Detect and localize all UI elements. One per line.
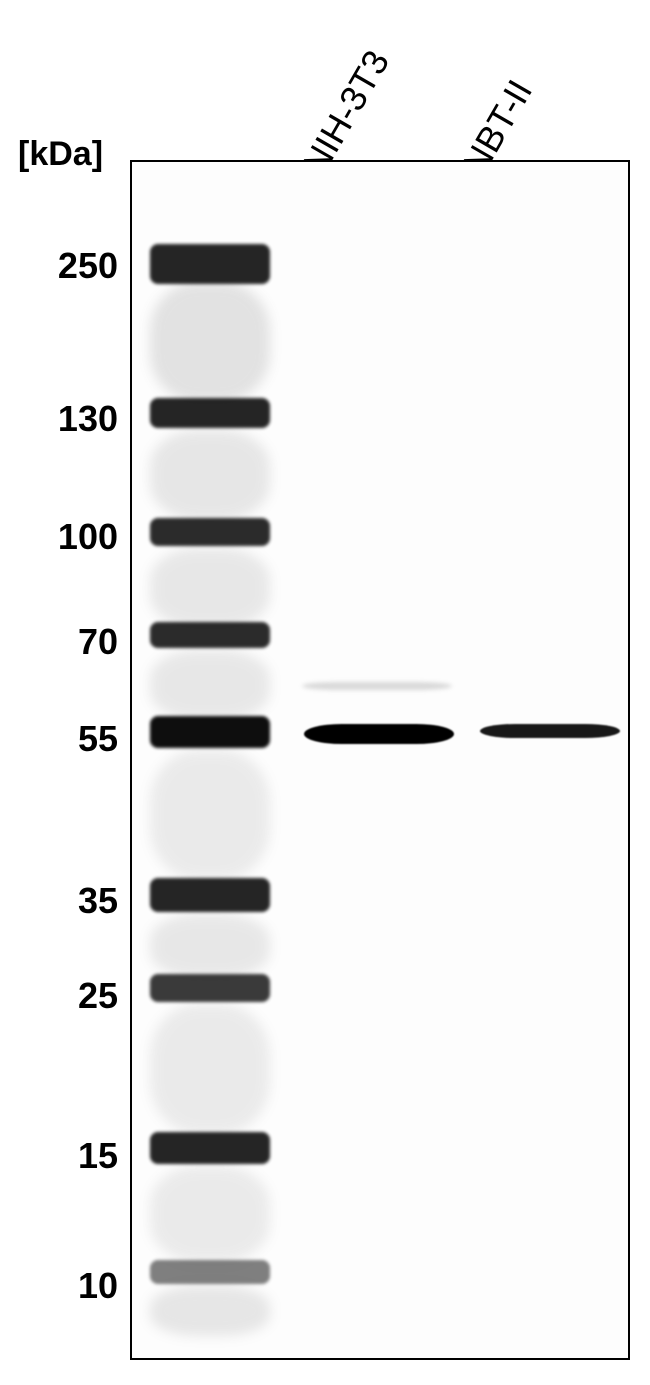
ladder-smear [150,650,270,720]
ladder-smear [150,914,270,978]
ladder-smear [150,548,270,628]
marker-label: 70 [0,621,118,663]
marker-label: 10 [0,1265,118,1307]
faint-band [302,682,452,690]
ladder-band [150,518,270,546]
ladder-band [150,974,270,1002]
sample-band [480,724,620,738]
marker-label: 15 [0,1135,118,1177]
ladder-band [150,1132,270,1164]
ladder-band [150,878,270,912]
ladder-smear [150,430,270,520]
ladder-smear [150,750,270,880]
sample-band [304,724,454,744]
ladder-band [150,398,270,428]
ladder-smear [150,1004,270,1134]
blot-figure: [kDa] NIH-3T3NBT-II 25013010070553525151… [0,0,650,1385]
blot-frame [130,160,630,1360]
marker-label: 25 [0,975,118,1017]
ladder-smear [150,282,270,402]
marker-label: 35 [0,880,118,922]
ladder-smear [150,1286,270,1336]
unit-label: [kDa] [18,135,103,174]
marker-label: 130 [0,398,118,440]
ladder-smear [150,1166,270,1262]
ladder-band [150,622,270,648]
ladder-band [150,244,270,284]
marker-label: 100 [0,516,118,558]
marker-label: 250 [0,245,118,287]
ladder-band [150,1260,270,1284]
ladder-band [150,716,270,748]
marker-label: 55 [0,718,118,760]
